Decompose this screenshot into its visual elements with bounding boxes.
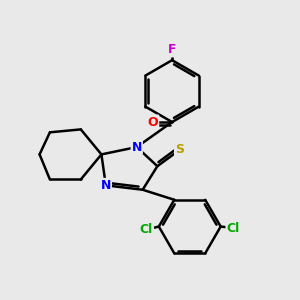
- Text: S: S: [175, 143, 184, 157]
- Text: Cl: Cl: [226, 221, 240, 235]
- Text: Cl: Cl: [140, 223, 153, 236]
- Text: N: N: [132, 141, 142, 154]
- Text: N: N: [100, 179, 111, 192]
- Text: F: F: [168, 44, 176, 56]
- Text: O: O: [148, 116, 158, 128]
